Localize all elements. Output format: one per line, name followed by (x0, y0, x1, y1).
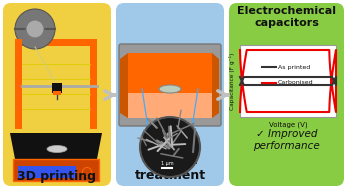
Circle shape (15, 9, 55, 49)
Text: Electrochemical
capacitors: Electrochemical capacitors (237, 6, 336, 28)
Bar (15, 39, 22, 46)
FancyBboxPatch shape (119, 44, 221, 126)
Circle shape (140, 117, 200, 177)
FancyBboxPatch shape (229, 3, 344, 186)
FancyArrowPatch shape (105, 91, 115, 99)
Bar (15, 44, 22, 129)
Bar (90, 39, 97, 46)
Bar (52, 83, 62, 93)
Text: Capacitance (F g⁻¹): Capacitance (F g⁻¹) (229, 52, 235, 110)
Ellipse shape (159, 85, 181, 93)
Bar (13, 159, 99, 181)
Polygon shape (212, 53, 219, 118)
Text: Voltage (V): Voltage (V) (269, 121, 307, 128)
FancyArrowPatch shape (218, 91, 228, 99)
Bar (128, 53, 212, 118)
Bar (15, 39, 97, 46)
Bar (53, 91, 61, 95)
Circle shape (83, 167, 92, 177)
Bar (18, 166, 76, 178)
FancyBboxPatch shape (116, 3, 224, 186)
Bar (90, 44, 97, 129)
Text: Thermal
treatment: Thermal treatment (134, 154, 205, 182)
Bar (15, 122, 22, 129)
Text: ✓ Improved
performance: ✓ Improved performance (253, 129, 320, 151)
Text: As printed: As printed (278, 64, 310, 70)
Text: 3D printing: 3D printing (17, 170, 96, 183)
Text: 1 µm: 1 µm (161, 161, 173, 167)
Polygon shape (10, 133, 102, 159)
Polygon shape (120, 53, 128, 118)
Ellipse shape (47, 146, 67, 153)
FancyBboxPatch shape (3, 3, 111, 186)
Circle shape (26, 20, 44, 38)
Text: Carbonised: Carbonised (278, 81, 314, 85)
Bar (90, 122, 97, 129)
Bar (240, 45, 336, 117)
Bar (128, 93, 212, 118)
